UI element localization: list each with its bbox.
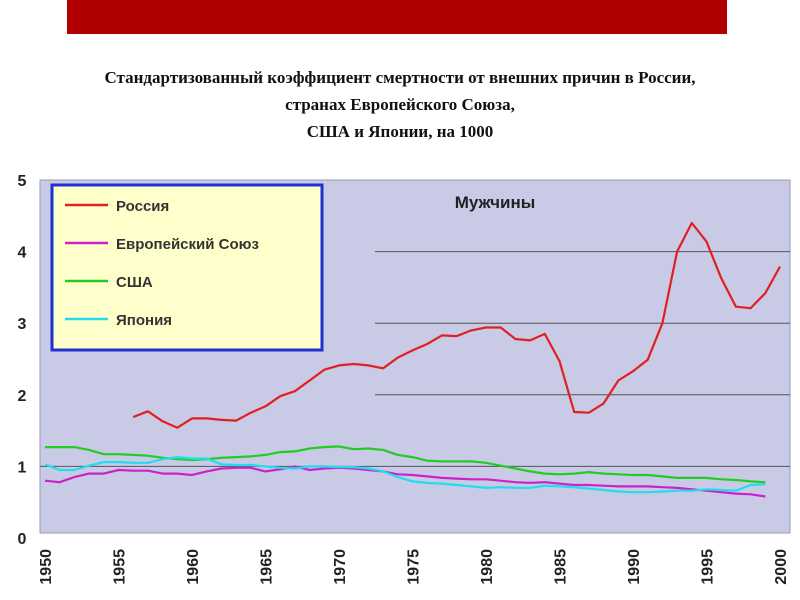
x-tick-label: 1960 [185, 549, 202, 585]
y-tick-label: 4 [18, 245, 27, 262]
x-tick-label: 1950 [38, 549, 55, 585]
x-tick-label: 1955 [112, 549, 129, 585]
y-tick-label: 0 [18, 531, 27, 548]
series-line-0 [132, 221, 781, 429]
title-line-2: странах Европейского Союза, [285, 95, 515, 114]
x-tick-label: 1975 [406, 549, 423, 585]
title-line-1: Стандартизованный коэффициент смертности… [104, 68, 696, 87]
legend-label: Япония [116, 312, 172, 329]
gridlines [40, 251, 790, 467]
legend-label: США [116, 274, 153, 291]
y-tick-label: 5 [18, 173, 27, 190]
x-tick-label: 1995 [700, 549, 717, 585]
x-tick-label: 1980 [479, 549, 496, 585]
legend-label: Россия [116, 198, 169, 215]
legend-label: Европейский Союз [116, 236, 259, 253]
chart-annotation: Мужчины [455, 193, 536, 212]
x-tick-label: 1985 [553, 549, 570, 585]
y-tick-label: 2 [18, 388, 27, 405]
header-banner [67, 0, 727, 34]
series-lines [44, 221, 781, 498]
x-tick-label: 1990 [626, 549, 643, 585]
y-axis-ticks: 0 1 2 3 4 5 [18, 173, 27, 548]
title-line-3: США и Японии, на 1000 [306, 122, 494, 141]
y-tick-label: 1 [18, 459, 27, 476]
x-axis-ticks: 1950 1955 1960 1965 1970 1975 1980 1985 1990 1995… [38, 549, 790, 585]
series-line-1 [44, 465, 766, 498]
series-line-3 [44, 456, 766, 494]
x-tick-label: 2000 [773, 549, 790, 585]
legend-box [50, 183, 324, 352]
y-tick-label: 3 [18, 316, 27, 333]
legend: Россия Европейский Союз США Япония [50, 183, 324, 352]
page-title: Стандартизованный коэффициент смертности… [0, 64, 800, 145]
x-tick-label: 1965 [259, 549, 276, 585]
x-tick-label: 1970 [332, 549, 349, 585]
